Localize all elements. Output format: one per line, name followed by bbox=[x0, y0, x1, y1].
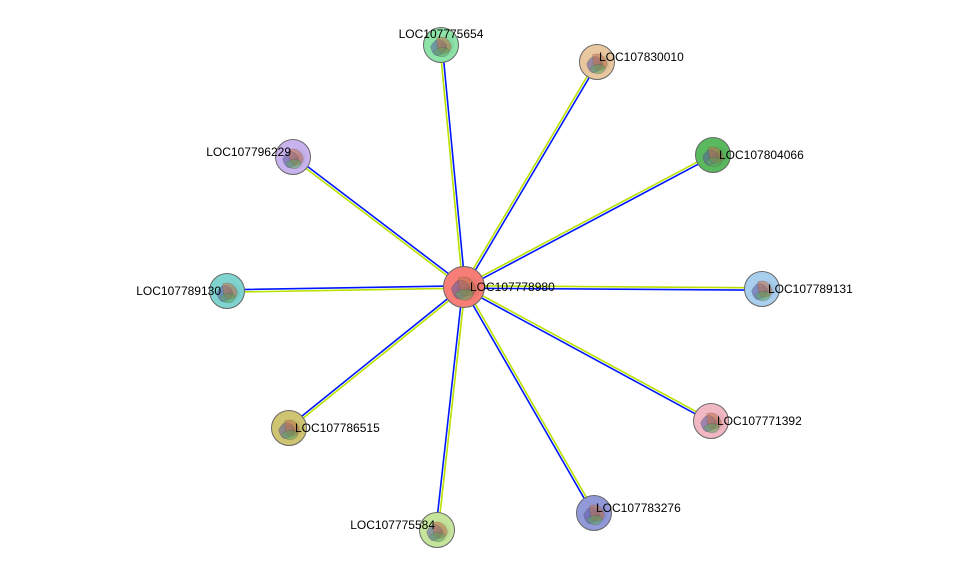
node-circle[interactable] bbox=[693, 403, 729, 439]
node-shine bbox=[279, 143, 307, 171]
edge bbox=[464, 288, 762, 290]
node-783276[interactable]: LOC107783276 bbox=[576, 495, 612, 531]
node-shine bbox=[699, 141, 727, 169]
edge bbox=[465, 286, 595, 512]
node-789130[interactable]: LOC107789130 bbox=[209, 273, 245, 309]
node-804066[interactable]: LOC107804066 bbox=[695, 137, 731, 173]
node-shine bbox=[423, 516, 451, 544]
edge bbox=[227, 288, 464, 292]
edge bbox=[440, 45, 463, 287]
node-shine bbox=[447, 270, 481, 304]
edge bbox=[463, 61, 596, 286]
node-circle[interactable] bbox=[695, 137, 731, 173]
node-789131[interactable]: LOC107789131 bbox=[744, 271, 780, 307]
node-circle[interactable] bbox=[744, 271, 780, 307]
node-shine bbox=[580, 499, 608, 527]
node-circle[interactable] bbox=[419, 512, 455, 548]
edge bbox=[442, 45, 465, 287]
node-circle[interactable] bbox=[576, 495, 612, 531]
edge bbox=[290, 288, 465, 429]
node-shine bbox=[583, 48, 611, 76]
edge bbox=[465, 286, 712, 420]
edge bbox=[227, 286, 464, 290]
node-circle[interactable] bbox=[423, 27, 459, 63]
edge bbox=[464, 286, 762, 288]
edges-layer bbox=[0, 0, 976, 585]
network-canvas: LOC107778980 LOC107775654 LOC107830010 LOC1… bbox=[0, 0, 976, 585]
edge bbox=[294, 156, 465, 286]
node-771392[interactable]: LOC107771392 bbox=[693, 403, 729, 439]
node-shine bbox=[427, 31, 455, 59]
node-circle[interactable] bbox=[275, 139, 311, 175]
node-796229[interactable]: LOC107796229 bbox=[275, 139, 311, 175]
node-shine bbox=[748, 275, 776, 303]
node-shine bbox=[213, 277, 241, 305]
node-775584[interactable]: LOC107775584 bbox=[419, 512, 455, 548]
node-label: LOC107789131 bbox=[768, 282, 853, 296]
edge bbox=[465, 156, 714, 288]
edge bbox=[438, 287, 465, 530]
node-center[interactable]: LOC107778980 bbox=[443, 266, 485, 308]
edge bbox=[292, 158, 463, 288]
node-830010[interactable]: LOC107830010 bbox=[579, 44, 615, 80]
edge bbox=[465, 63, 598, 288]
edge bbox=[288, 286, 463, 427]
node-label: LOC107786515 bbox=[295, 421, 380, 435]
node-label: LOC107804066 bbox=[719, 148, 804, 162]
edge bbox=[463, 154, 712, 286]
node-circle[interactable] bbox=[443, 266, 485, 308]
node-circle[interactable] bbox=[579, 44, 615, 80]
node-circle[interactable] bbox=[271, 410, 307, 446]
node-label: LOC107771392 bbox=[717, 414, 802, 428]
node-775654[interactable]: LOC107775654 bbox=[423, 27, 459, 63]
node-shine bbox=[697, 407, 725, 435]
edge bbox=[463, 288, 710, 422]
edge bbox=[436, 287, 463, 530]
node-shine bbox=[275, 414, 303, 442]
node-786515[interactable]: LOC107786515 bbox=[271, 410, 307, 446]
edge bbox=[463, 288, 593, 514]
node-circle[interactable] bbox=[209, 273, 245, 309]
